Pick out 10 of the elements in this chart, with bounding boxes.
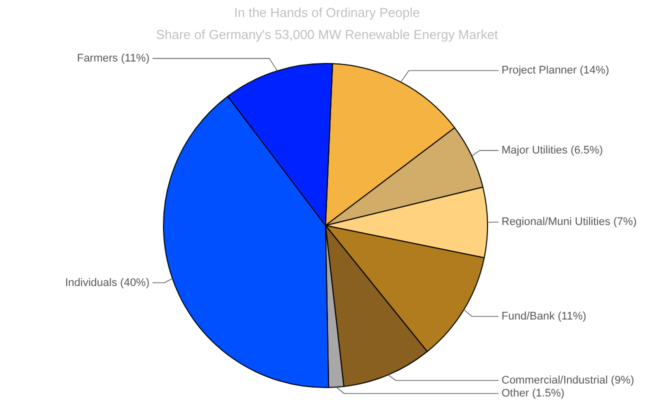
chart-subtitle: Share of Germany's 53,000 MW Renewable Energy Market [156, 27, 498, 42]
slice-label: Farmers (11%) [76, 52, 150, 64]
chart-title: In the Hands of Ordinary People [234, 5, 420, 20]
slice-label: Fund/Bank (11%) [502, 310, 586, 322]
slice-label: Regional/Muni Utilities (7%) [502, 216, 637, 228]
slice-label: Project Planner (14%) [502, 64, 610, 77]
slice-label: Individuals (40%) [65, 276, 150, 289]
slice-label: Major Utilities (6.5%) [502, 144, 603, 156]
slice-label: Commercial/Industrial (9%) [502, 374, 634, 386]
slice-label: Other (1.5%) [502, 388, 564, 400]
